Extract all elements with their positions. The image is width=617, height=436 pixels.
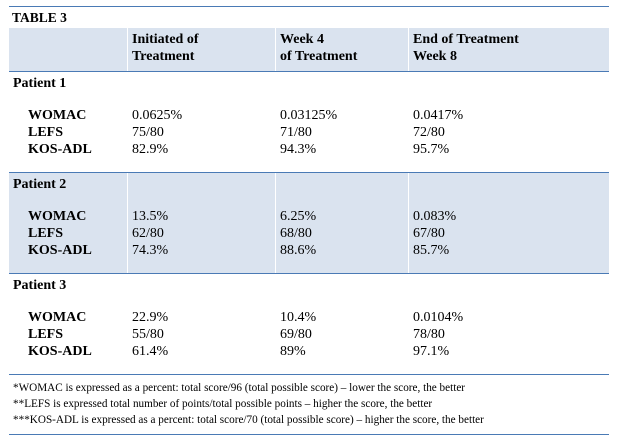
value-week4: 69/80 — [280, 327, 312, 342]
value-initiated: 0.0625% — [132, 108, 183, 123]
measure-label: WOMAC — [28, 310, 87, 325]
measure-label: LEFS — [28, 125, 64, 140]
value-initiated: 62/80 — [132, 226, 164, 241]
value-week8: 67/80 — [413, 226, 445, 241]
value-initiated: 13.5% — [132, 209, 169, 224]
table-title: TABLE 3 — [9, 6, 609, 28]
measure-label: WOMAC — [28, 108, 87, 123]
value-week8: 78/80 — [413, 327, 445, 342]
value-week4: 94.3% — [280, 142, 317, 157]
header-week8-line1: End of Treatment — [413, 32, 519, 47]
value-week4: 71/80 — [280, 125, 312, 140]
measure-label: KOS-ADL — [28, 243, 92, 258]
header-week4-line1: Week 4 — [280, 32, 324, 47]
value-initiated: 74.3% — [132, 243, 169, 258]
value-week8: 85.7% — [413, 243, 450, 258]
measure-label: WOMAC — [28, 209, 87, 224]
measure-label: KOS-ADL — [28, 142, 92, 157]
value-week8: 95.7% — [413, 142, 450, 157]
table-footnotes: *WOMAC is expressed as a percent: total … — [9, 374, 609, 435]
patient-title: Patient 1 — [13, 76, 67, 91]
patient-block-1: Patient 1 WOMAC LEFS KOS-ADL 0.0625% 75/… — [9, 72, 609, 172]
value-week8: 72/80 — [413, 125, 445, 140]
value-week4: 10.4% — [280, 310, 317, 325]
value-week8: 0.0104% — [413, 310, 464, 325]
patient-block-2: Patient 2 WOMAC LEFS KOS-ADL 13.5% 62/80… — [9, 172, 609, 274]
value-initiated: 82.9% — [132, 142, 169, 157]
value-initiated: 22.9% — [132, 310, 169, 325]
value-initiated: 61.4% — [132, 344, 169, 359]
patient-title: Patient 2 — [13, 177, 67, 192]
value-week4: 6.25% — [280, 209, 317, 224]
header-week8-line2: Week 8 — [413, 49, 457, 64]
results-table: TABLE 3 Initiated of Treatment Week 4 of… — [9, 6, 609, 435]
value-initiated: 75/80 — [132, 125, 164, 140]
footnote-lefs: **LEFS is expressed total number of poin… — [13, 398, 433, 410]
header-week4: Week 4 of Treatment — [275, 28, 408, 71]
value-week8: 97.1% — [413, 344, 450, 359]
patient-title: Patient 3 — [13, 278, 67, 293]
header-empty-cell — [9, 28, 127, 71]
value-week4: 0.03125% — [280, 108, 338, 123]
value-week8: 0.0417% — [413, 108, 464, 123]
value-week4: 88.6% — [280, 243, 317, 258]
header-week8: End of Treatment Week 8 — [408, 28, 609, 71]
table-header-row: Initiated of Treatment Week 4 of Treatme… — [9, 28, 609, 72]
measure-label: LEFS — [28, 327, 64, 342]
footnote-kos-adl: ***KOS-ADL is expressed as a percent: to… — [13, 414, 484, 426]
measure-label: LEFS — [28, 226, 64, 241]
header-initiated: Initiated of Treatment — [127, 28, 275, 71]
header-initiated-line1: Initiated of — [132, 32, 199, 47]
value-week4: 89% — [280, 344, 306, 359]
footnote-womac: *WOMAC is expressed as a percent: total … — [13, 382, 466, 394]
patient-block-3: Patient 3 WOMAC LEFS KOS-ADL 22.9% 55/80… — [9, 274, 609, 374]
value-initiated: 55/80 — [132, 327, 164, 342]
header-week4-line2: of Treatment — [280, 49, 358, 64]
header-initiated-line2: Treatment — [132, 49, 195, 64]
value-week4: 68/80 — [280, 226, 312, 241]
measure-label: KOS-ADL — [28, 344, 92, 359]
value-week8: 0.083% — [413, 209, 457, 224]
